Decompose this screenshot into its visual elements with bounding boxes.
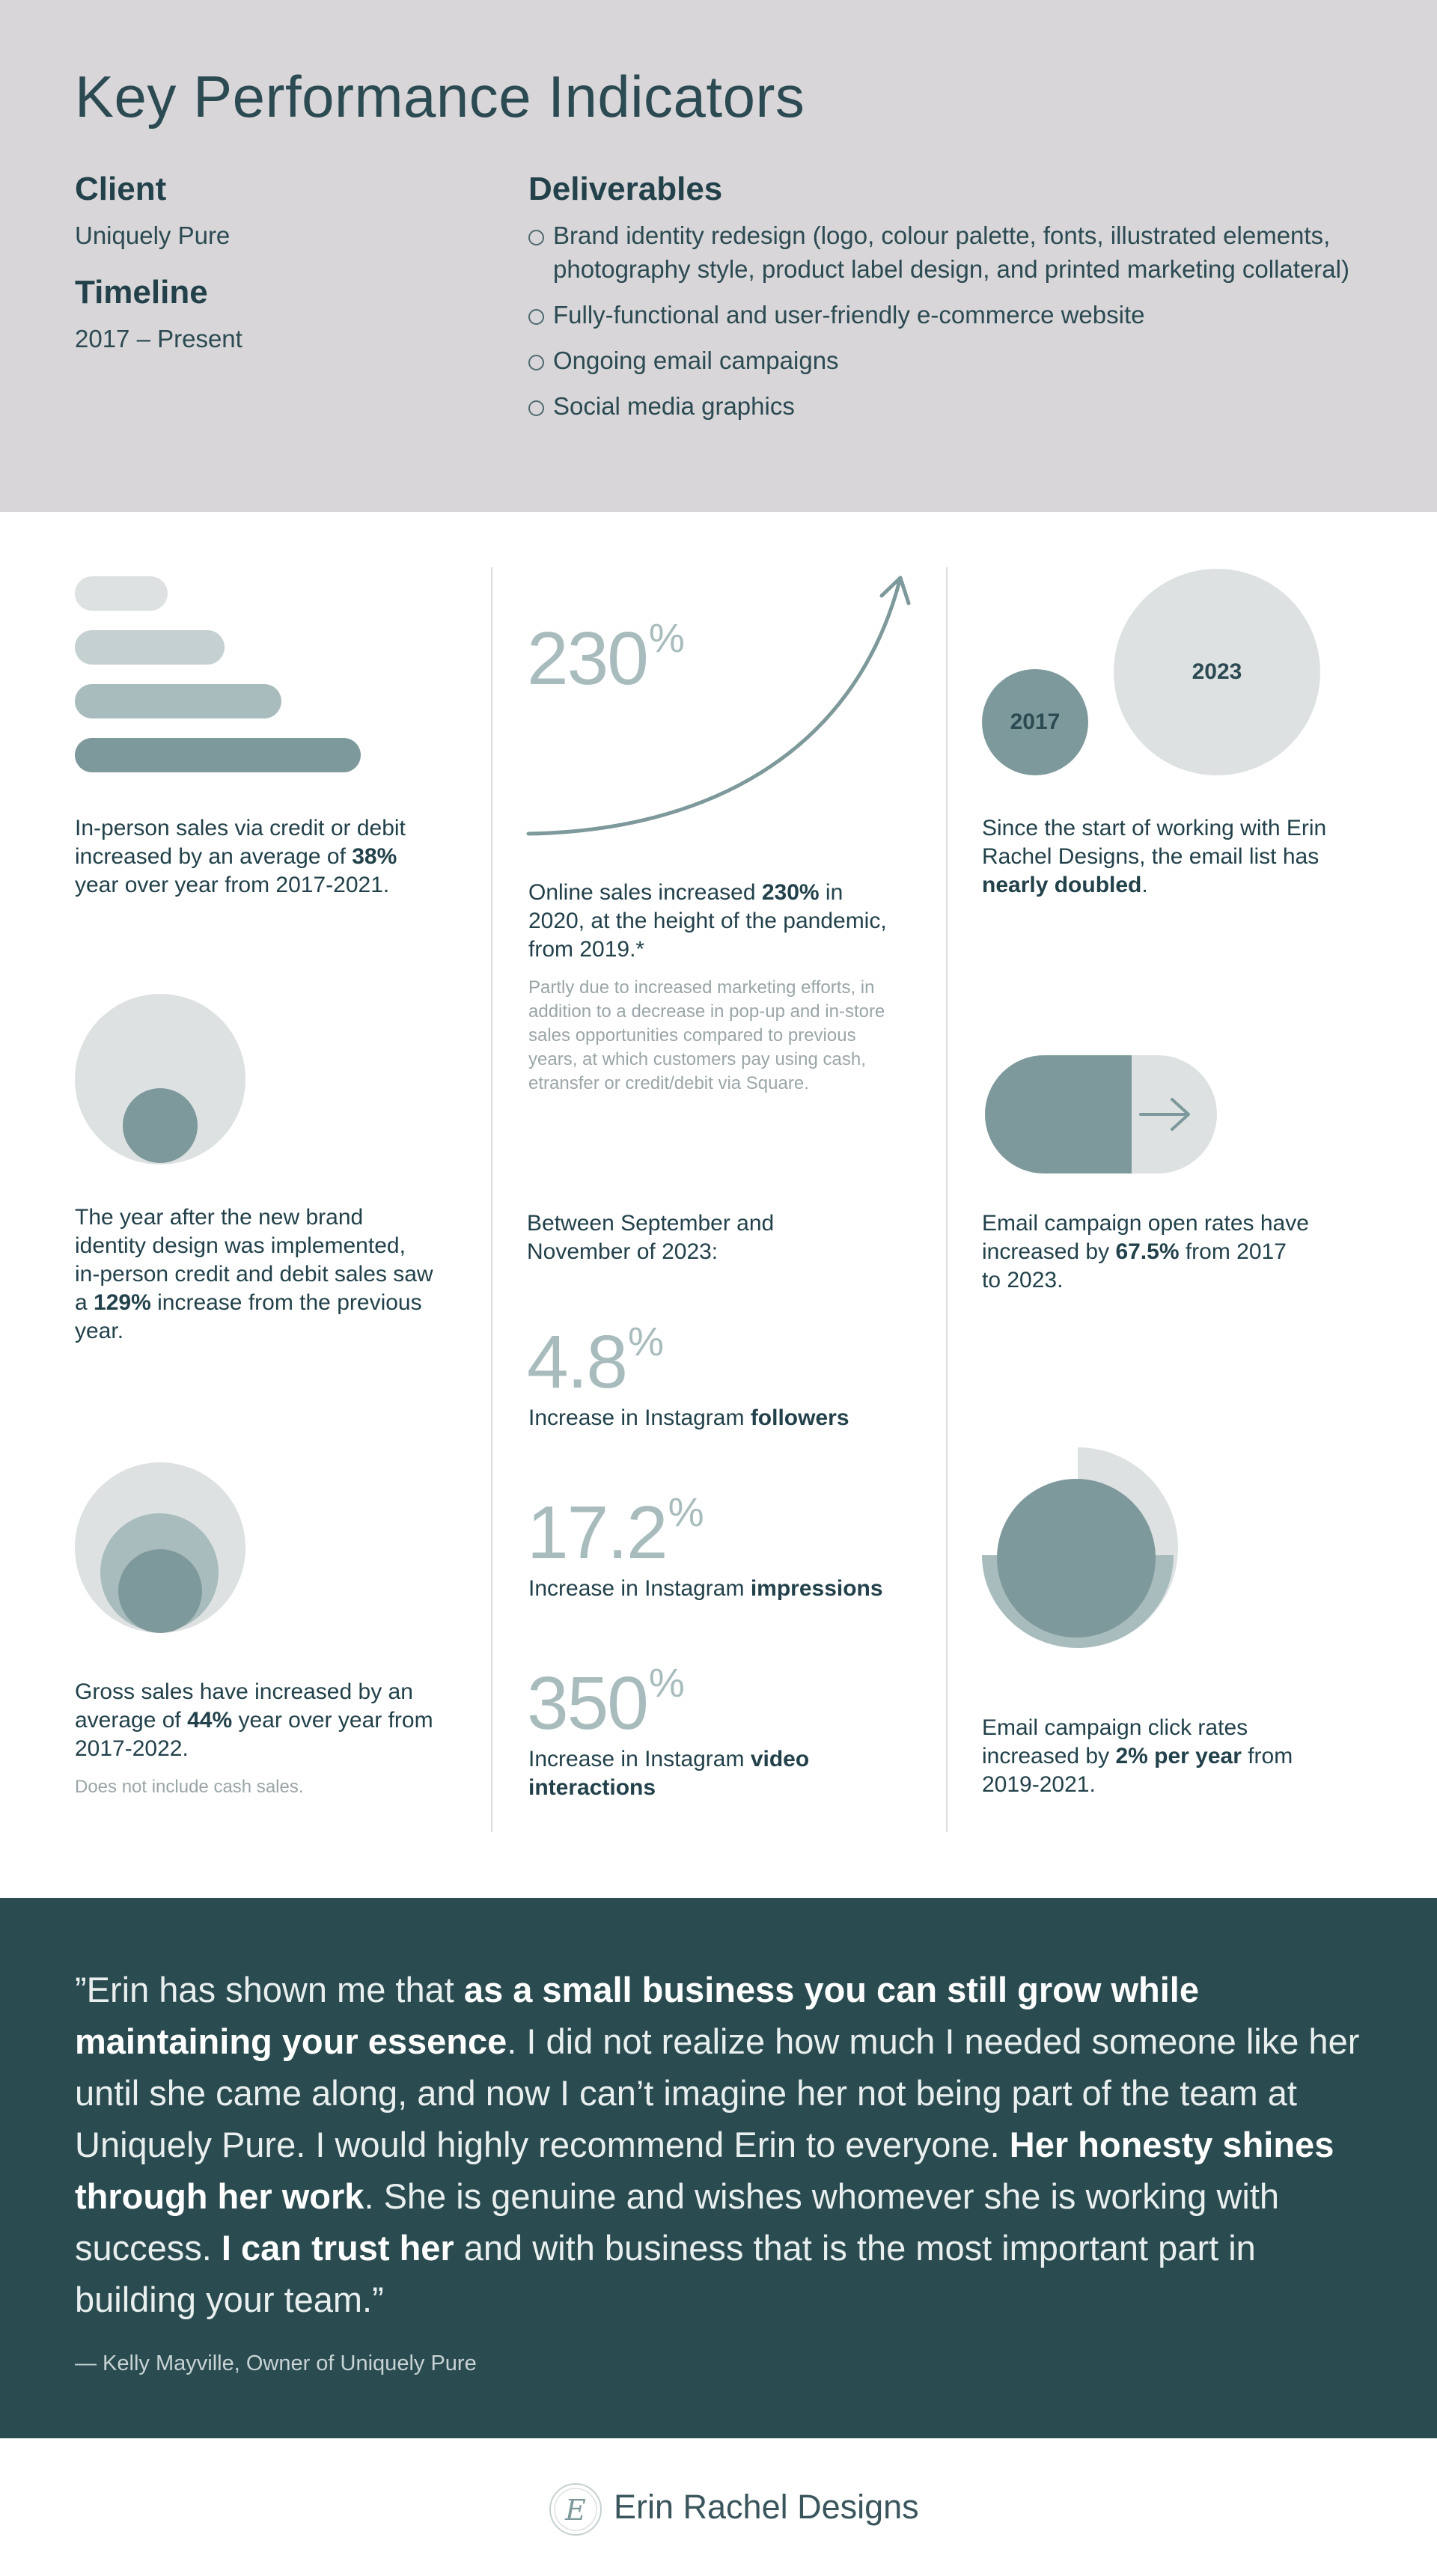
year-label-2023: 2023 [1192, 659, 1242, 684]
growth-arrow-icon [526, 576, 911, 836]
instagram-impressions-figure: 17.2% [527, 1490, 704, 1575]
column-divider [946, 567, 948, 1832]
footer-logo: E Erin Rachel Designs [546, 2476, 919, 2543]
bar [75, 576, 168, 611]
timeline-label: Timeline [75, 274, 208, 311]
instagram-video-figure: 350% [527, 1661, 685, 1745]
bar [75, 684, 281, 718]
testimonial-quote: ”Erin has shown me that as a small busin… [75, 1970, 1360, 2319]
circle [118, 1549, 202, 1633]
instagram-video-text: Increase in Instagram video interactions [528, 1747, 810, 1800]
client-value: Uniquely Pure [75, 222, 231, 249]
testimonial-section: ”Erin has shown me that as a small busin… [0, 1898, 1437, 2438]
bar [75, 738, 361, 772]
brand-year-text: The year after the new brand identity de… [75, 1205, 433, 1343]
testimonial-author: — Kelly Mayville, Owner of Uniquely Pure [75, 2351, 477, 2375]
logo-text: Erin Rachel Designs [614, 2488, 919, 2526]
gross-sales-note: Does not include cash sales. [75, 1777, 304, 1797]
period-text: Between September and November of 2023: [527, 1211, 775, 1264]
header-section: Key Performance Indicators Client Unique… [0, 0, 1437, 512]
list-item: Ongoing email campaigns [528, 344, 1367, 377]
bar [75, 630, 225, 665]
deliverables-label: Deliverables [528, 171, 723, 207]
circle [123, 1088, 198, 1163]
deliverables-list: Brand identity redesign (logo, colour pa… [528, 219, 1367, 435]
open-rate-pill-icon [985, 1055, 1217, 1173]
instagram-impressions-text: Increase in Instagram impressions [528, 1576, 883, 1601]
logo-mark-letter: E [564, 2494, 586, 2527]
list-item: Brand identity redesign (logo, colour pa… [528, 219, 1367, 286]
click-rate-graphic [982, 1447, 1178, 1648]
gross-sales-text: Gross sales have increased by an average… [75, 1679, 433, 1761]
column-divider [491, 567, 492, 1832]
year-label-2017: 2017 [1010, 709, 1061, 734]
circle-2023: 2023 [1114, 569, 1320, 775]
instagram-followers-figure: 4.8% [527, 1319, 664, 1404]
click-rates-text: Email campaign click rates increased by … [982, 1715, 1293, 1797]
timeline-value: 2017 – Present [75, 325, 242, 352]
online-sales-text: Online sales increased 230% in 2020, at … [528, 880, 887, 962]
circle-2017: 2017 [982, 669, 1088, 775]
instagram-followers-text: Increase in Instagram followers [528, 1405, 849, 1430]
list-item: Fully-functional and user-friendly e-com… [528, 298, 1367, 332]
open-rates-text: Email campaign open rates have increased… [982, 1211, 1309, 1292]
credit-debit-text: In-person sales via credit or debit incr… [75, 816, 406, 897]
client-label: Client [75, 171, 167, 207]
online-sales-note: Partly due to increased marketing effort… [528, 977, 885, 1093]
list-item: Social media graphics [528, 389, 1367, 423]
page-title: Key Performance Indicators [75, 64, 805, 129]
email-list-text: Since the start of working with Erin Rac… [982, 816, 1327, 897]
online-sales-figure: 230% [527, 616, 685, 701]
logo-mark-icon: E [549, 2483, 602, 2536]
